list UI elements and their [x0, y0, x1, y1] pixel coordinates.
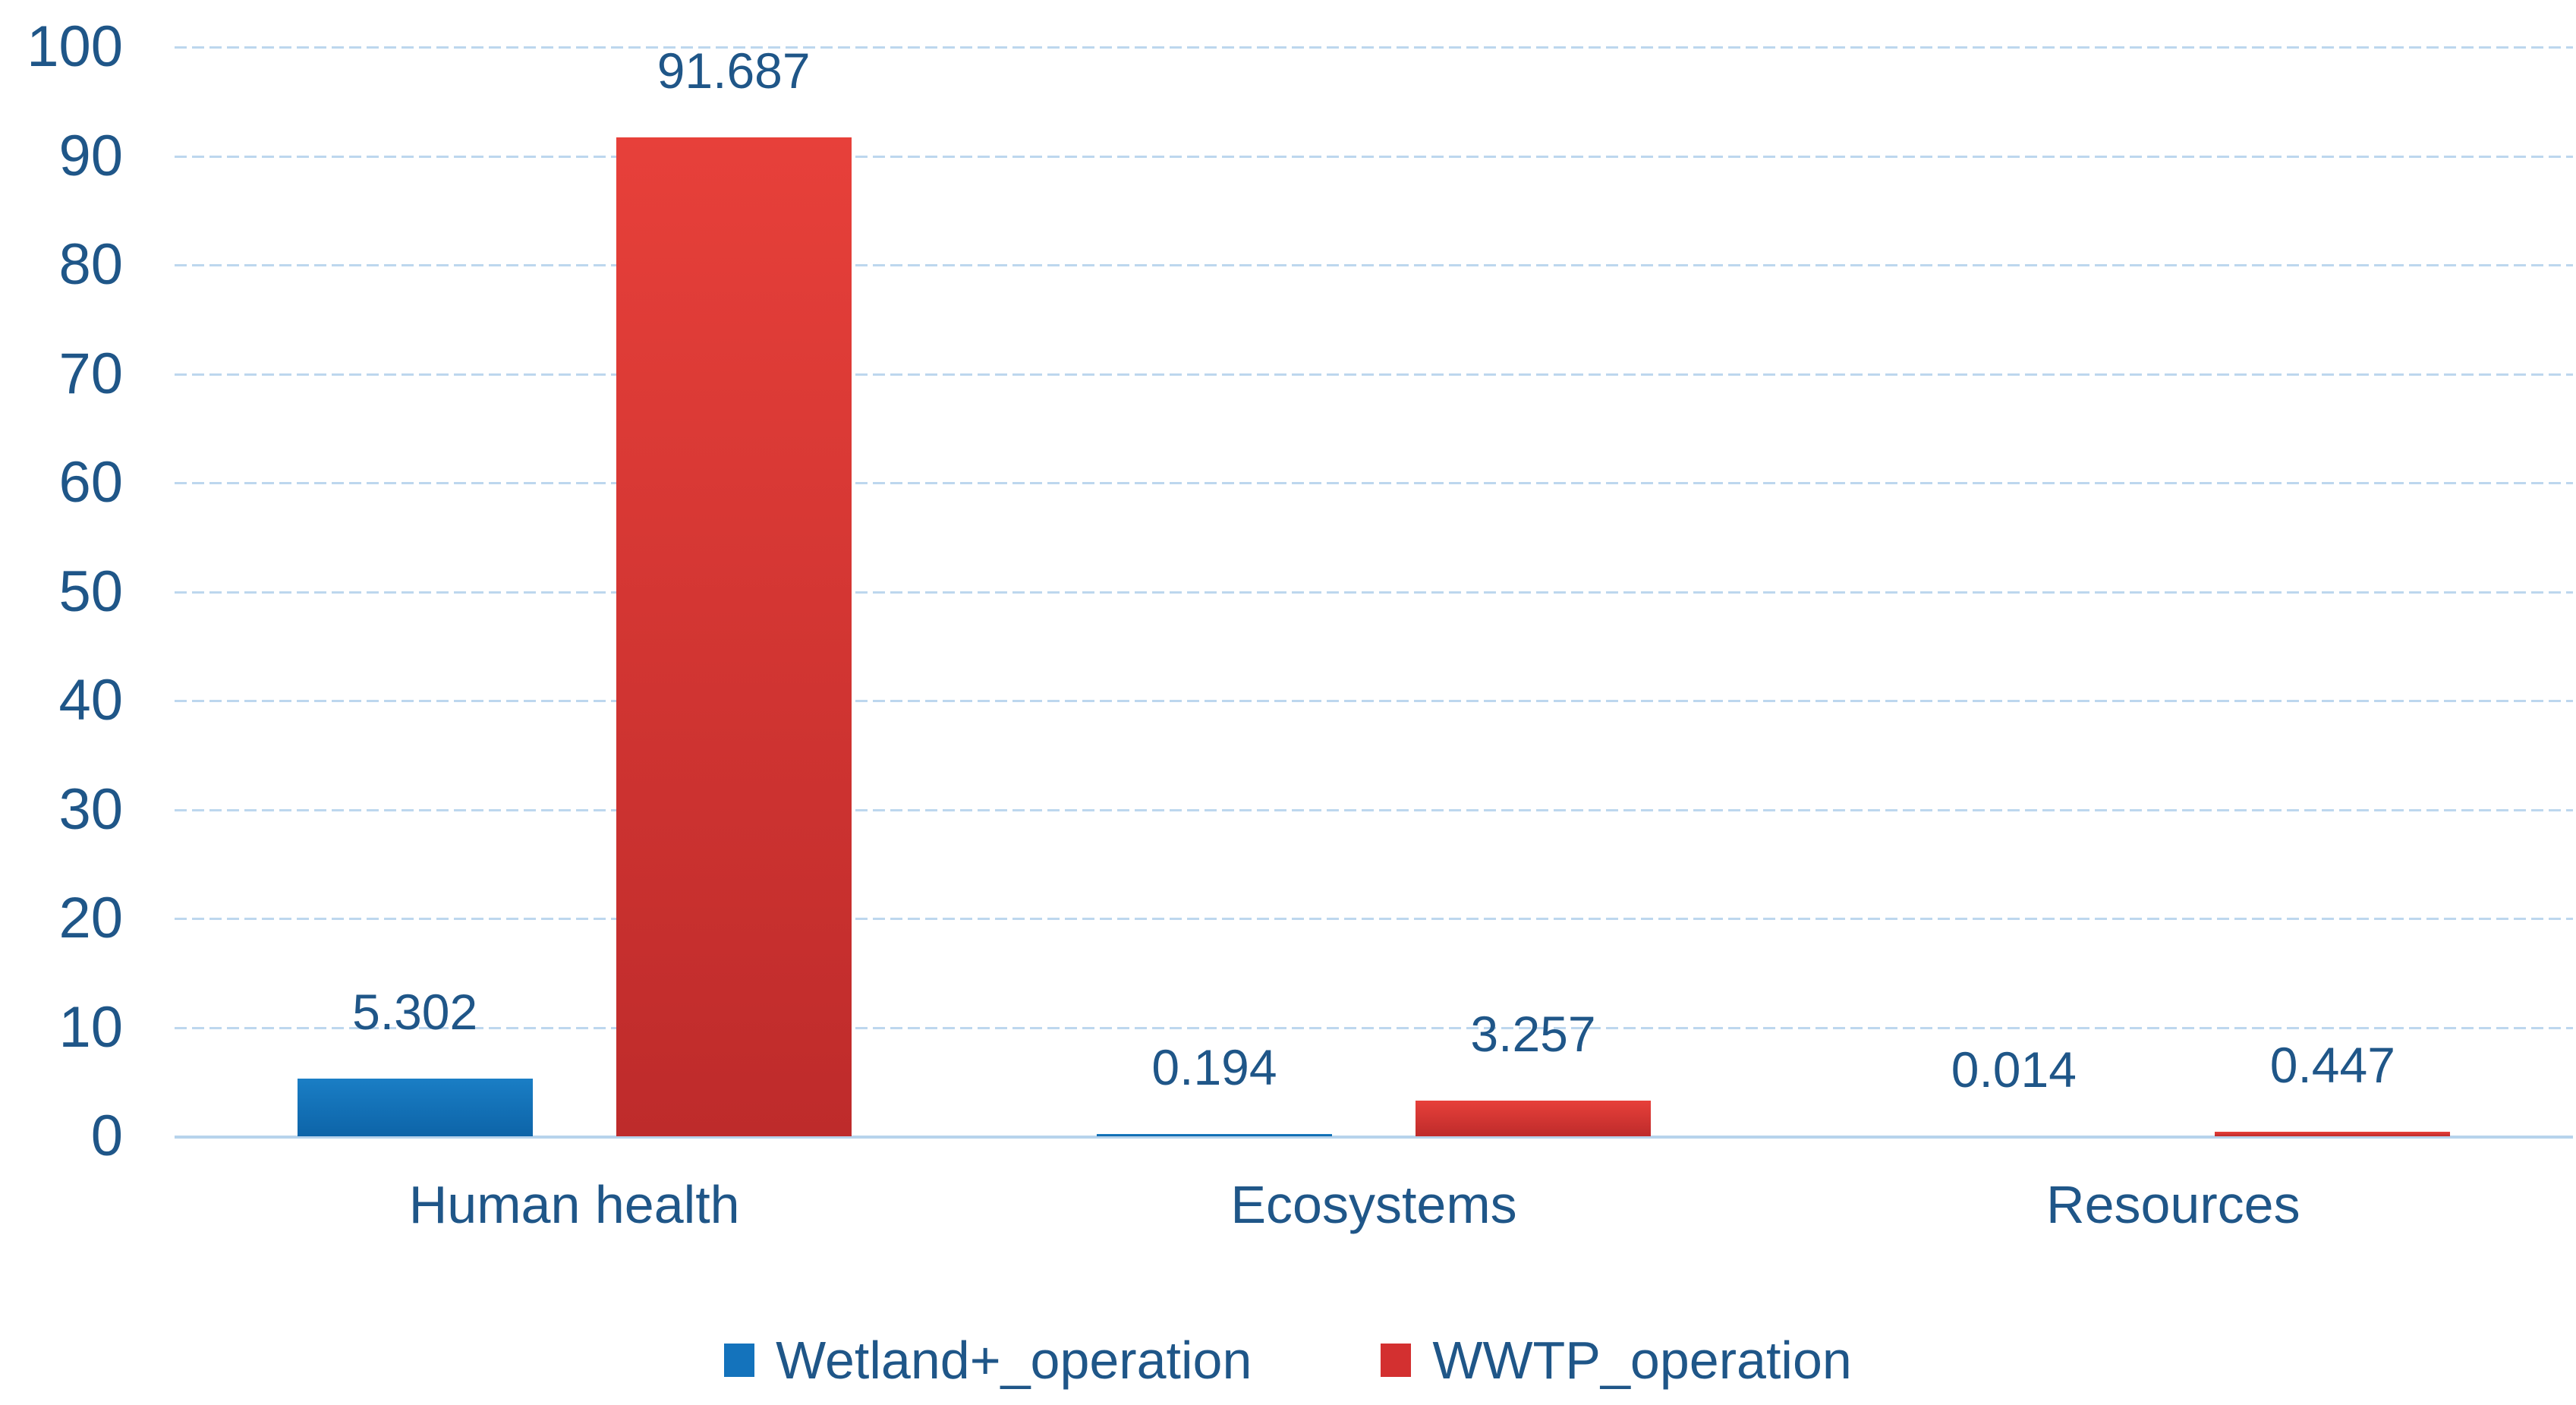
y-tick-label: 60 [58, 450, 123, 515]
y-axis: 0 10 20 30 40 50 60 70 80 90 100 [0, 17, 123, 1167]
gridline [175, 808, 2573, 811]
data-label: 91.687 [657, 43, 811, 99]
bar-WWTP_operation-Ecosystems [1416, 1101, 1651, 1136]
x-axis: Human health Ecosystems Resources [175, 1173, 2573, 1241]
category-label-Resources: Resources [2046, 1175, 2300, 1234]
gridline [175, 1136, 2573, 1139]
legend-label: WWTP_operation [1432, 1331, 1852, 1390]
bar-Wetland+_operation-Human health [297, 1078, 533, 1136]
legend-swatch-blue-icon [724, 1344, 755, 1377]
y-tick-label: 30 [58, 777, 123, 842]
gridline [175, 46, 2573, 49]
data-label: 0.194 [1151, 1039, 1277, 1096]
bar-Wetland+_operation-Ecosystems [1097, 1134, 1332, 1136]
y-tick-label: 10 [58, 994, 123, 1060]
data-label: 0.014 [1951, 1041, 2077, 1098]
plot-area: 5.302 0.194 0.014 91.687 3.257 0.447 [175, 43, 2573, 1139]
gridline [175, 373, 2573, 376]
gridline [175, 264, 2573, 266]
y-tick-label: 80 [58, 232, 123, 297]
legend-item-wwtp: WWTP_operation [1381, 1330, 1852, 1391]
gridline [175, 155, 2573, 158]
y-tick-label: 90 [58, 123, 123, 188]
category-label-Human health: Human health [408, 1175, 740, 1234]
gridline [175, 482, 2573, 484]
bar-WWTP_operation-Human health [616, 137, 852, 1136]
legend-item-wetland: Wetland+_operation [724, 1330, 1252, 1391]
legend: Wetland+_operation WWTP_operation [0, 1330, 2576, 1391]
y-tick-label: 70 [58, 341, 123, 406]
data-label: 5.302 [352, 983, 478, 1040]
bar-WWTP_operation-Resources [2215, 1131, 2451, 1136]
y-tick-label: 20 [58, 886, 123, 950]
y-tick-label: 0 [90, 1104, 123, 1168]
y-tick-label: 100 [27, 14, 123, 79]
legend-label: Wetland+_operation [776, 1331, 1252, 1390]
y-tick-label: 50 [58, 559, 123, 624]
gridline [175, 700, 2573, 702]
legend-swatch-red-icon [1381, 1344, 1412, 1377]
gridline [175, 591, 2573, 594]
gridline [175, 1026, 2573, 1029]
data-label: 0.447 [2269, 1036, 2395, 1093]
data-label: 3.257 [1470, 1006, 1596, 1063]
category-label-Ecosystems: Ecosystems [1230, 1175, 1517, 1234]
y-tick-label: 40 [58, 668, 123, 732]
gridline [175, 918, 2573, 920]
